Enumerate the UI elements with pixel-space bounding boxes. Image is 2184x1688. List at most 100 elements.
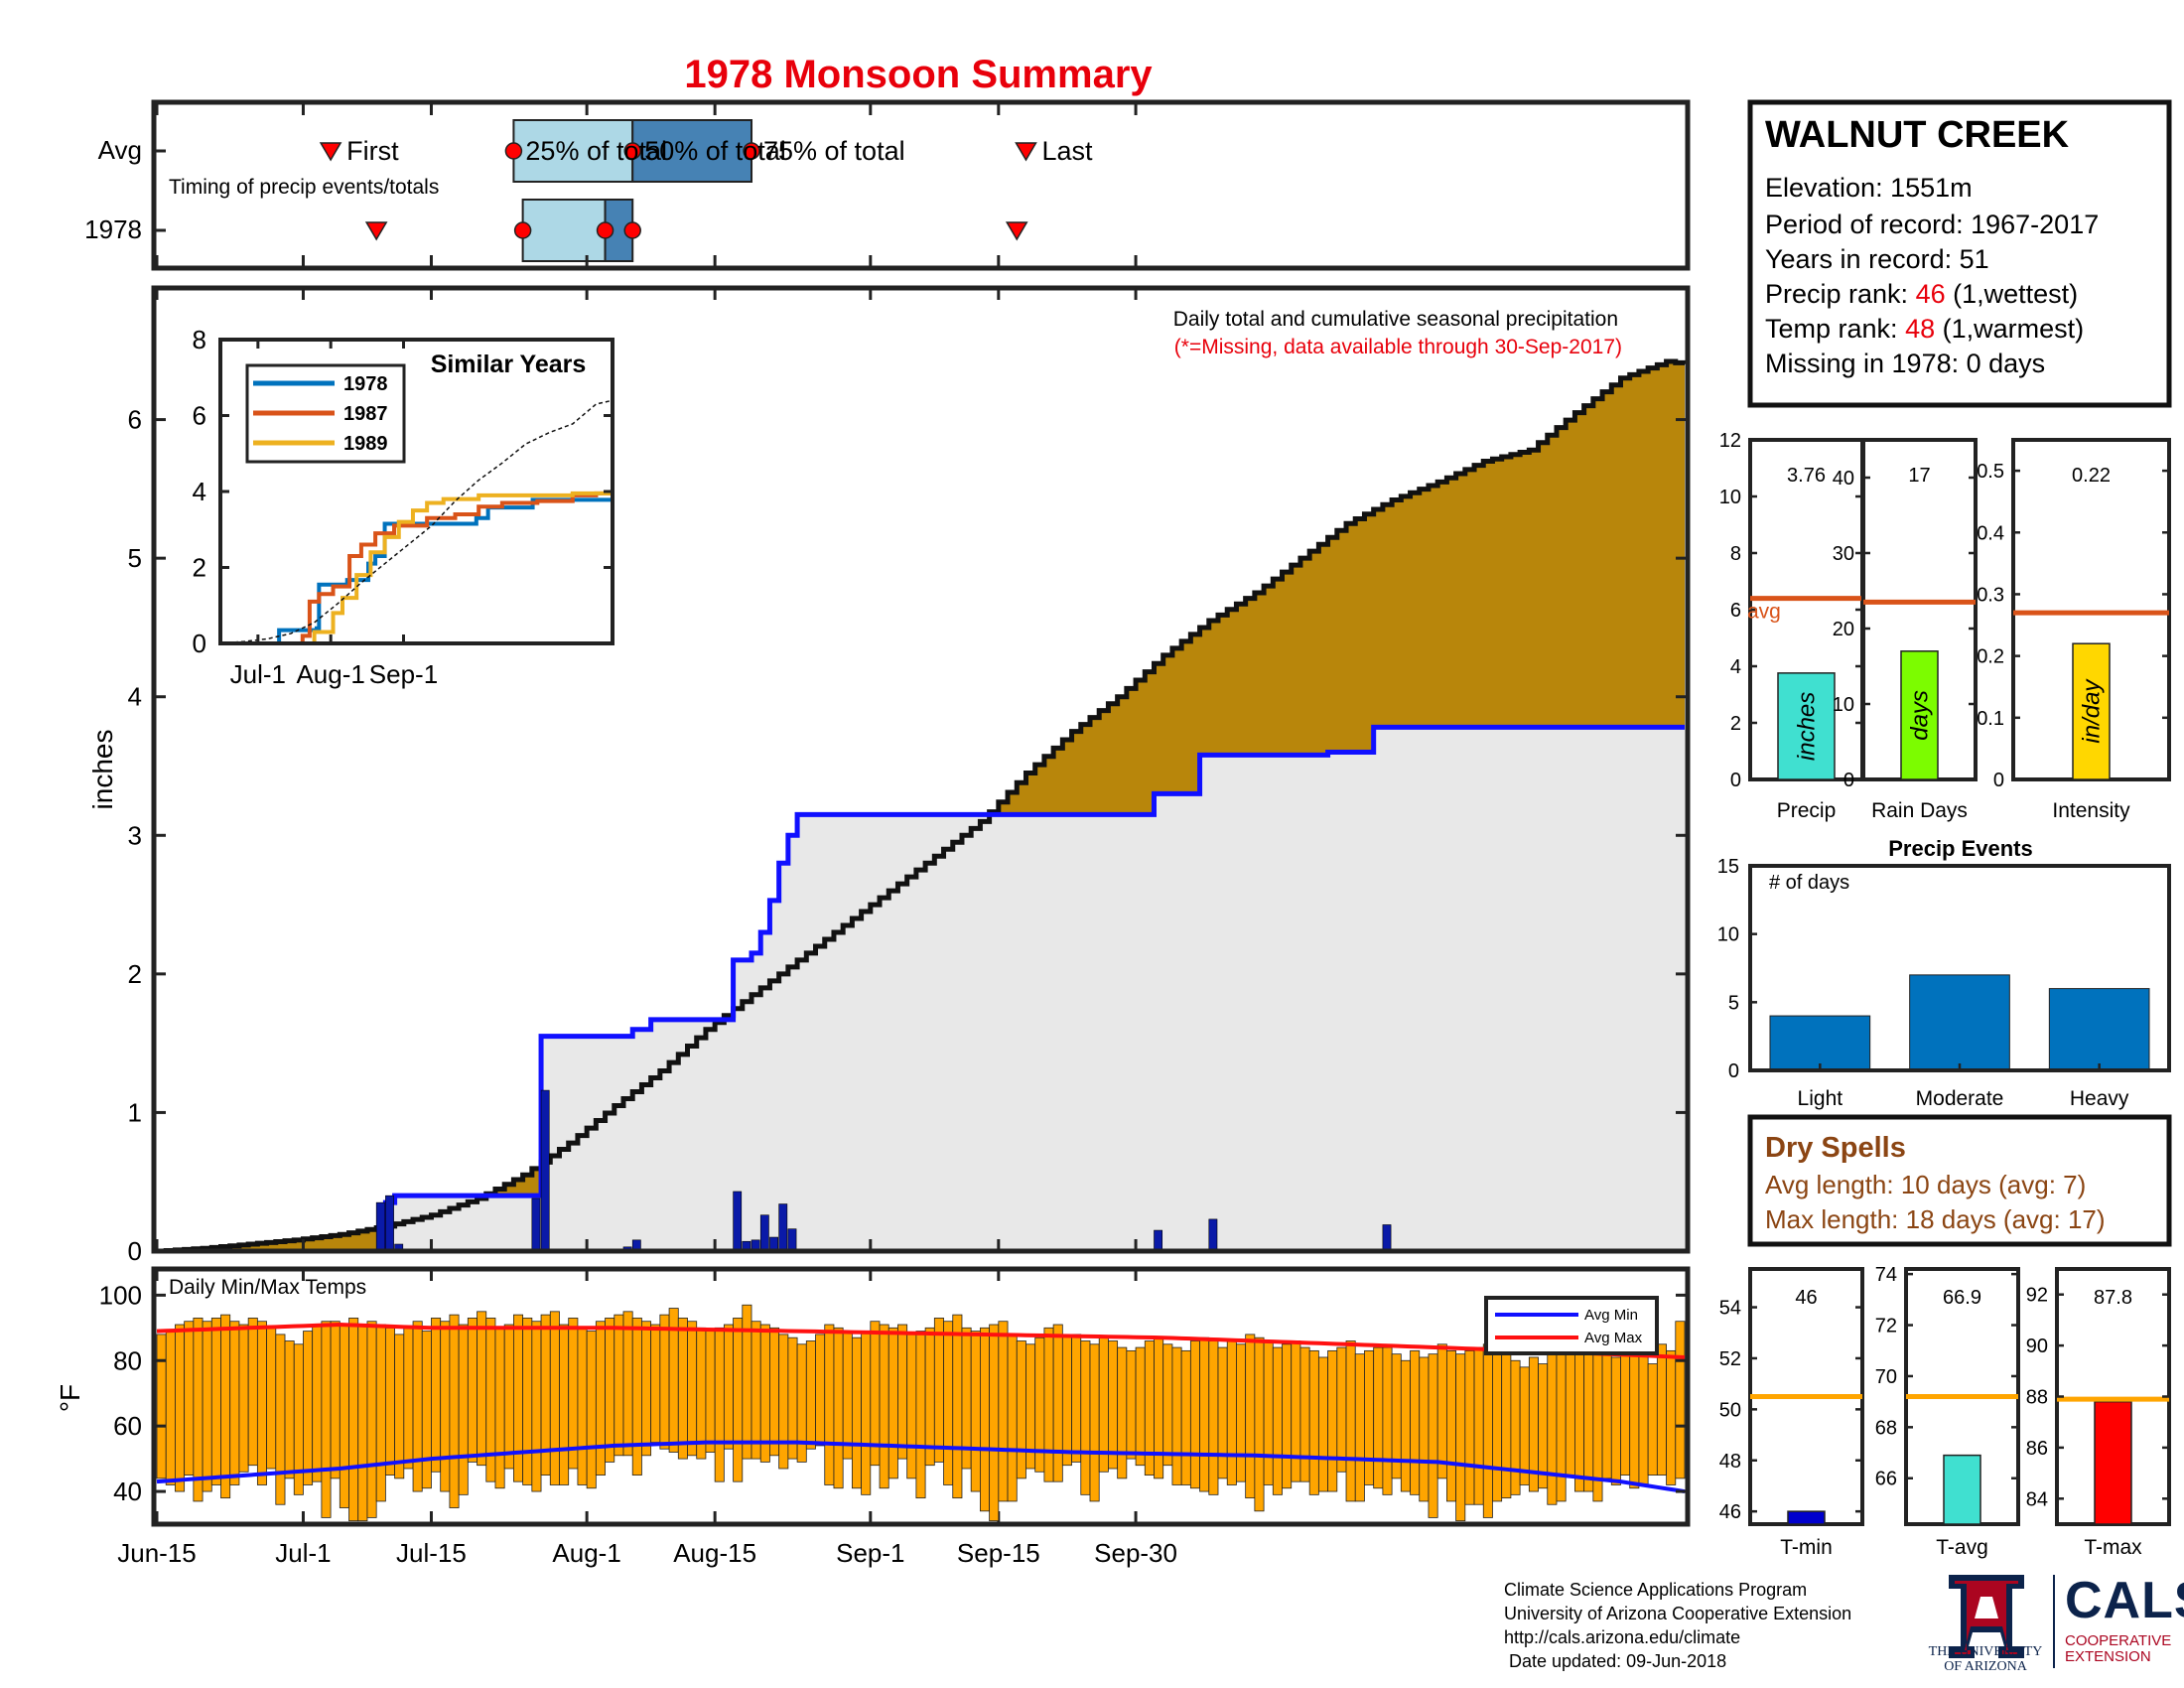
daily-temp-bar [1666, 1349, 1677, 1485]
daily-temp-bar [303, 1331, 314, 1485]
chart-title: 1978 Monsoon Summary [684, 53, 1153, 96]
tmax-mini-ytick-label: 84 [2026, 1488, 2048, 1510]
daily-temp-bar [494, 1327, 505, 1489]
daily-temp-bar [247, 1318, 258, 1467]
intensity-mini-bar [2072, 642, 2111, 780]
daily-temp-bar [312, 1324, 323, 1482]
inset-legend-1987: 1987 [343, 403, 388, 425]
avg-cumulative-line [157, 358, 1688, 1254]
inset-xtick-label: Sep-1 [369, 659, 438, 689]
raindays-mini-unit-label: days [1907, 690, 1934, 741]
timing-subtitle: Timing of precip events/totals [169, 176, 439, 199]
station-elevation: Elevation: 1551m [1765, 173, 1973, 203]
events-bar [1909, 974, 2010, 1071]
daily-temp-bar [1061, 1334, 1072, 1467]
daily-temp-bar [1656, 1343, 1667, 1476]
temp-legend-max: Avg Max [1584, 1330, 1643, 1346]
precip-mini-ytick-label: 0 [1730, 770, 1741, 791]
inset-avg-line [219, 399, 614, 644]
daily-precip-bar [1382, 1224, 1392, 1252]
daily-temp-bar [440, 1321, 451, 1492]
station-name: WALNUT CREEK [1765, 114, 2070, 156]
daily-temp-bar [202, 1321, 212, 1492]
daily-temp-bar [1043, 1327, 1054, 1482]
timing-quartile-marker [513, 221, 532, 239]
daily-temp-bar [522, 1318, 533, 1485]
main-ytick-label: 0 [128, 1236, 142, 1266]
daily-temp-bar [723, 1324, 734, 1450]
intensity-mini-ytick-label: 0.4 [1977, 522, 2004, 544]
timing-first-last-marker [364, 221, 388, 241]
daily-temp-bar [1272, 1346, 1283, 1495]
daily-temp-bar [833, 1327, 844, 1489]
main-note-missing: (*=Missing, data available through 30-Se… [1174, 336, 1622, 358]
daily-temp-bar [1638, 1340, 1649, 1485]
daily-temp-bar [165, 1331, 176, 1485]
daily-temp-bar [559, 1324, 570, 1485]
intensity-mini-ytick-label: 0.2 [1977, 646, 2004, 668]
main-ytick-label: 3 [128, 820, 142, 850]
daily-temp-bar [1208, 1340, 1219, 1495]
events-bar [2048, 988, 2150, 1071]
timing-first-label: First [346, 136, 399, 166]
daily-temp-bar [1373, 1346, 1384, 1489]
temp-ytick-label: 40 [113, 1477, 142, 1506]
daily-temp-bar [687, 1321, 698, 1457]
daily-temp-bar [1263, 1340, 1274, 1485]
daily-temp-bar [577, 1327, 588, 1485]
intensity-mini-ytick-label: 0 [1993, 770, 2004, 791]
daily-temp-bar [696, 1327, 707, 1460]
tmin-mini-ytick-label: 52 [1719, 1348, 1741, 1370]
raindays-mini-ytick-label: 10 [1833, 694, 1854, 716]
daily-temp-bar [650, 1324, 661, 1444]
daily-precip-bar [733, 1191, 743, 1252]
daily-temp-bar [989, 1324, 1000, 1522]
events-ytick-label: 10 [1717, 924, 1739, 946]
daily-temp-bar [1171, 1346, 1182, 1485]
daily-temp-bar [531, 1321, 542, 1492]
daily-temp-bar [1610, 1356, 1621, 1485]
timing-q25-q50-box [512, 119, 634, 183]
daily-temp-bar [1519, 1366, 1530, 1485]
daily-temp-bar [1445, 1349, 1457, 1502]
daily-temp-bar [421, 1331, 432, 1489]
daily-temp-bar [815, 1334, 826, 1447]
daily-temp-bar [1364, 1349, 1375, 1485]
daily-temp-bar [1226, 1340, 1237, 1485]
precip-mini-ytick-label: 6 [1730, 600, 1741, 622]
daily-temp-bar [375, 1324, 386, 1502]
year-cumulative-area [157, 727, 1685, 1251]
tmin-mini-ytick-label: 48 [1719, 1451, 1741, 1473]
tavg-mini-ytick-label: 74 [1875, 1264, 1897, 1286]
daily-temp-bar [998, 1321, 1009, 1502]
date-xtick-label: Jul-15 [396, 1538, 467, 1568]
daily-temp-bar [614, 1314, 624, 1457]
daily-temp-bar [256, 1321, 267, 1485]
daily-temp-bar [1547, 1343, 1558, 1505]
daily-temp-bar [1410, 1349, 1421, 1495]
tmin-mini-ytick-label: 46 [1719, 1501, 1741, 1523]
tavg-mini-ytick-label: 68 [1875, 1417, 1897, 1439]
daily-temp-bar [1675, 1321, 1686, 1479]
date-xtick-label: Aug-15 [673, 1538, 756, 1568]
daily-temp-bar [1629, 1346, 1640, 1489]
daily-temp-bar [229, 1321, 240, 1485]
daily-precip-bar [787, 1228, 797, 1252]
daily-temp-bar [970, 1331, 981, 1492]
tmax-mini-ytick-label: 86 [2026, 1438, 2048, 1460]
tavg-mini-label: T-avg [1936, 1536, 1988, 1559]
daily-precip-bar [759, 1214, 769, 1252]
credits-line4: Date updated: 09-Jun-2018 [1504, 1651, 1726, 1671]
avg-min-line [156, 1440, 1686, 1494]
daily-temp-bar [641, 1321, 652, 1457]
temp-ytick-label: 60 [113, 1411, 142, 1441]
daily-temp-bar [1419, 1356, 1430, 1502]
daily-temp-bar [1354, 1353, 1365, 1502]
raindays-mini-ytick-label: 0 [1843, 770, 1854, 791]
temp-ytick-label: 80 [113, 1345, 142, 1375]
daily-temp-bar [1538, 1363, 1549, 1489]
events-ytick-label: 15 [1717, 856, 1739, 878]
precip-mini-ytick-label: 2 [1730, 713, 1741, 735]
tavg-mini-ytick-label: 72 [1875, 1316, 1897, 1337]
